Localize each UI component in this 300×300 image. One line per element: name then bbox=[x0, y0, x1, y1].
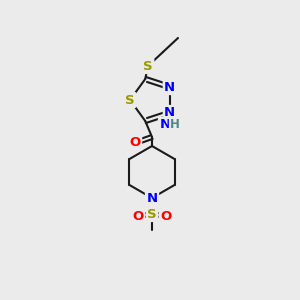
Text: N: N bbox=[164, 106, 176, 119]
Text: N: N bbox=[159, 118, 171, 131]
Text: H: H bbox=[170, 118, 180, 130]
Text: S: S bbox=[143, 59, 153, 73]
Text: N: N bbox=[164, 81, 176, 94]
Text: O: O bbox=[160, 209, 172, 223]
Text: S: S bbox=[125, 94, 135, 106]
Text: S: S bbox=[147, 208, 157, 220]
Text: O: O bbox=[132, 209, 144, 223]
Text: N: N bbox=[146, 191, 158, 205]
Text: O: O bbox=[129, 136, 141, 149]
